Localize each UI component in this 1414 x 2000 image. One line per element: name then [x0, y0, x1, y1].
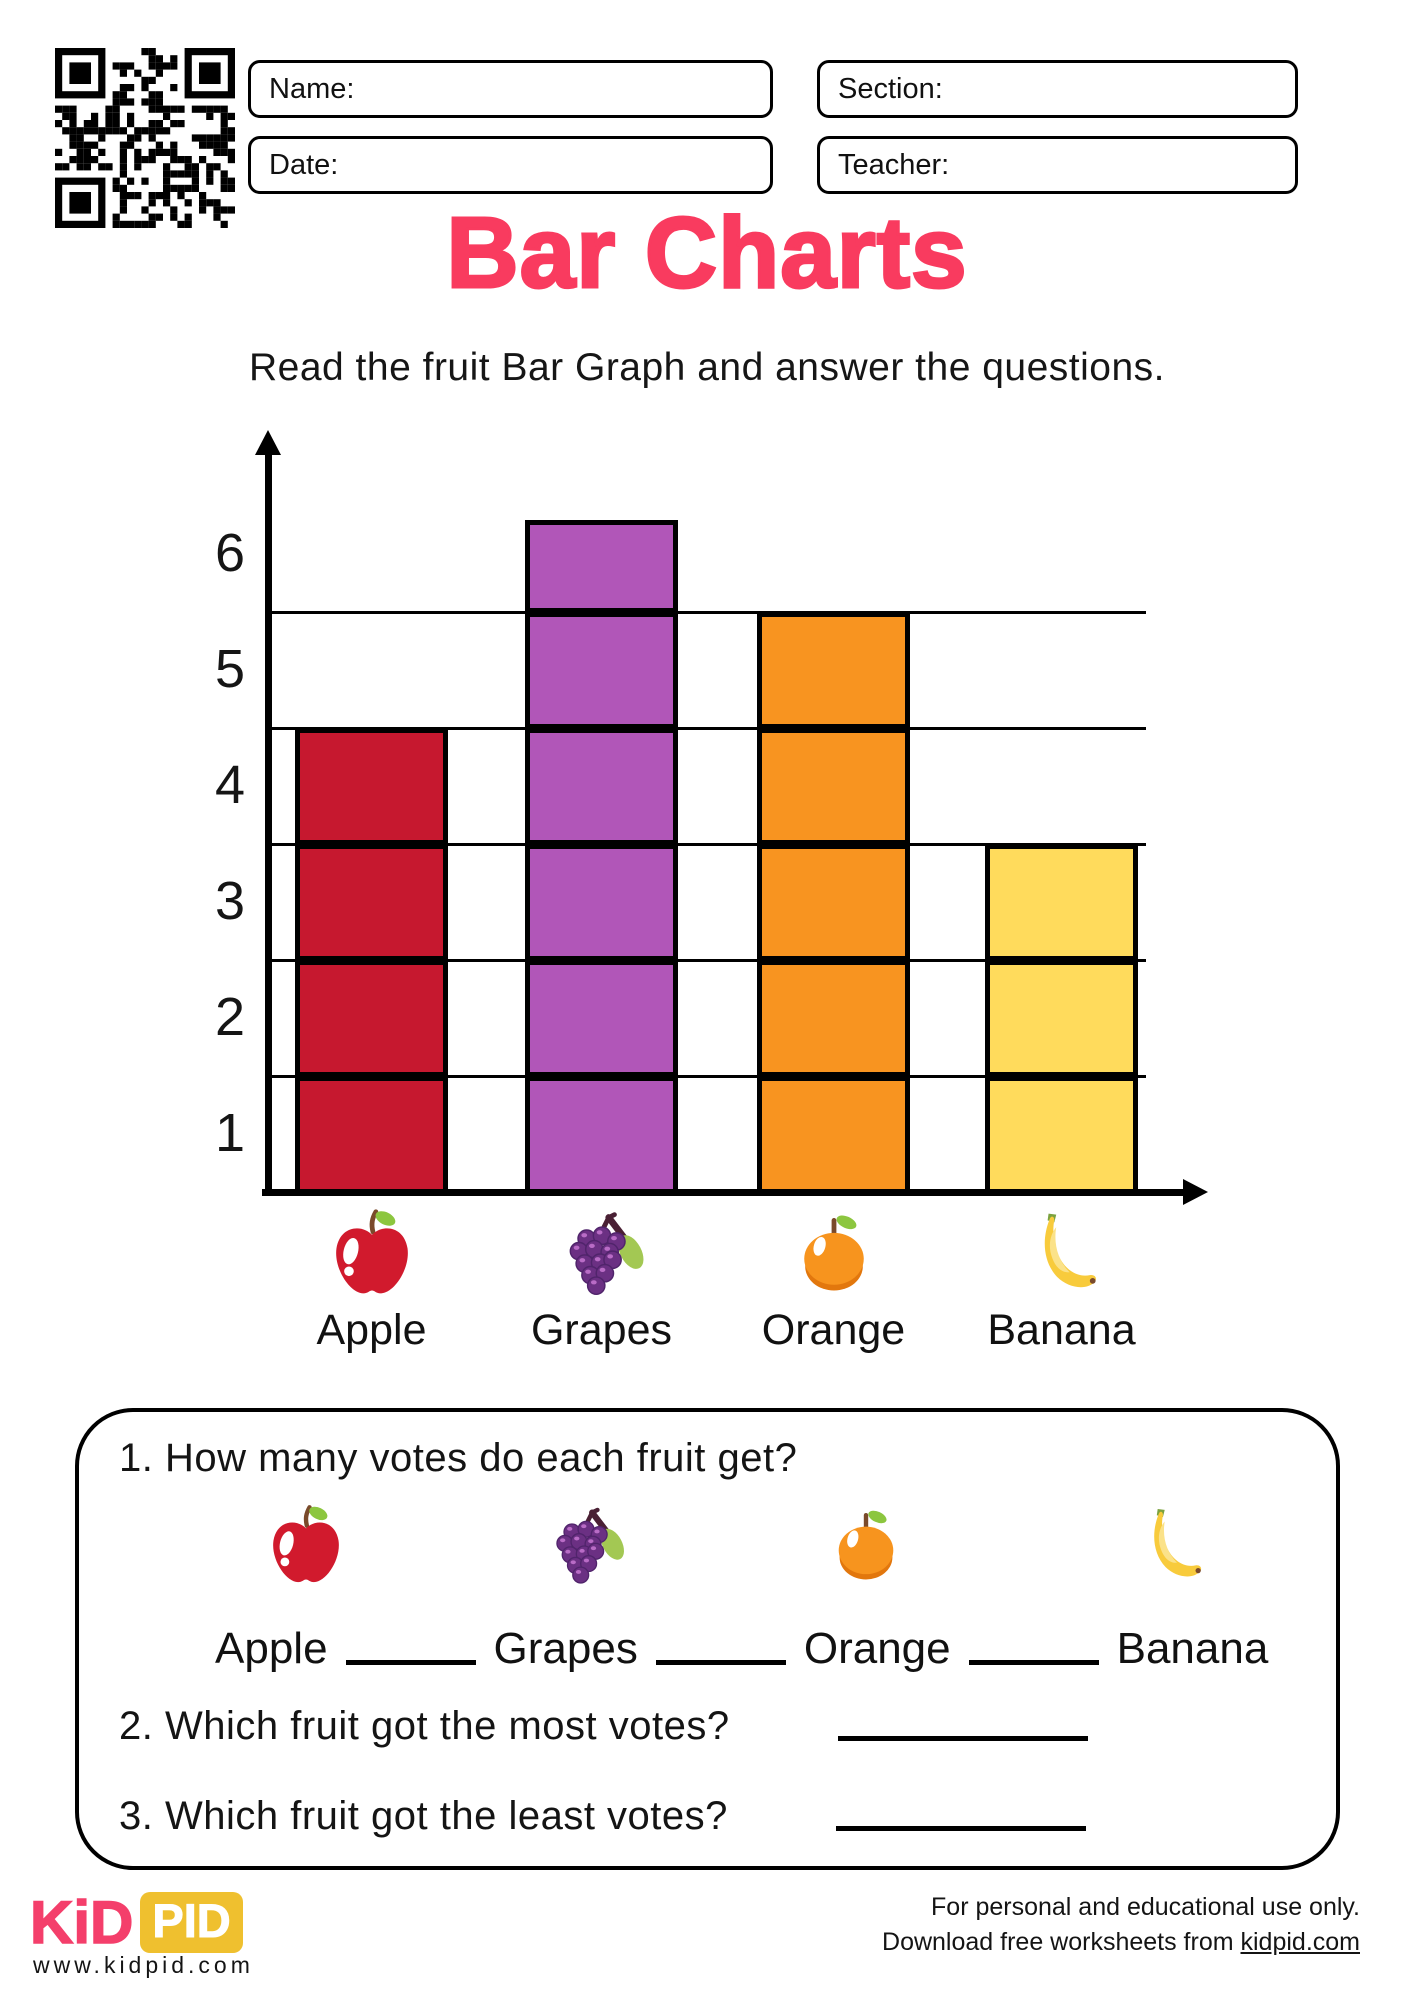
- answer-blank-q2[interactable]: [837, 1736, 1088, 1741]
- category-label-grapes: Grapes: [530, 1306, 672, 1354]
- page-subtitle: Read the fruit Bar Graph and answer the …: [248, 346, 1166, 389]
- banana-icon: [1014, 1206, 1110, 1302]
- logo-site-url: www.kidpid.com: [33, 1952, 254, 1978]
- answer-blank-apple[interactable]: [345, 1660, 476, 1665]
- y-tick-label-3: 3: [214, 871, 245, 931]
- apple-icon: [324, 1206, 420, 1302]
- orange-icon: [786, 1206, 882, 1302]
- apple-icon: [262, 1502, 350, 1590]
- name-label: Name:: [269, 72, 355, 105]
- logo-kid-text: KiD: [29, 1888, 134, 1957]
- y-tick-label-5: 5: [214, 639, 245, 699]
- kidpid-logo: KiD PID: [29, 1888, 243, 1957]
- fill-label-banana: Banana: [1116, 1624, 1269, 1673]
- question-2: 2. Which fruit got the most votes?: [119, 1704, 730, 1748]
- name-field[interactable]: Name:: [248, 60, 773, 118]
- fill-label-apple: Apple: [215, 1624, 328, 1673]
- grapes-icon: [554, 1206, 650, 1302]
- gridline-4: [271, 726, 1146, 730]
- bar-divider: [757, 839, 910, 849]
- section-field[interactable]: Section:: [817, 60, 1298, 118]
- bar-divider: [525, 1071, 678, 1081]
- bar-divider: [985, 1071, 1138, 1081]
- bar-divider: [757, 955, 910, 965]
- footer-note-line2: Download free worksheets from kidpid.com: [882, 1925, 1360, 1960]
- bar-divider: [757, 1071, 910, 1081]
- bar-divider: [295, 955, 448, 965]
- fill-label-orange: Orange: [803, 1624, 951, 1673]
- bar-divider: [525, 839, 678, 849]
- x-axis-arrow-icon: [1183, 1179, 1208, 1205]
- bar-banana: [985, 844, 1138, 1195]
- bar-divider: [757, 723, 910, 733]
- answer-blank-orange[interactable]: [968, 1660, 1099, 1665]
- question-2-row: 2. Which fruit got the most votes?: [119, 1704, 1088, 1749]
- page-title: Bar Charts: [445, 196, 968, 311]
- footer-note-line1: For personal and educational use only.: [931, 1893, 1360, 1921]
- y-tick-label-1: 1: [214, 1103, 245, 1163]
- questions-box: 1. How many votes do each fruit get? App…: [75, 1408, 1340, 1870]
- section-label: Section:: [838, 72, 943, 105]
- gridline-2: [271, 958, 1146, 962]
- answer-blank-q3[interactable]: [835, 1826, 1086, 1831]
- y-tick-label-6: 6: [214, 523, 245, 583]
- question-3: 3. Which fruit got the least votes?: [119, 1794, 728, 1838]
- question-3-row: 3. Which fruit got the least votes?: [119, 1794, 1086, 1839]
- date-label: Date:: [269, 148, 339, 181]
- grapes-icon: [542, 1502, 630, 1590]
- question-1: 1. How many votes do each fruit get?: [119, 1436, 798, 1480]
- y-axis: [265, 452, 272, 1196]
- fill-label-grapes: Grapes: [493, 1624, 638, 1673]
- bar-divider: [525, 607, 678, 617]
- y-tick-label-4: 4: [214, 755, 245, 815]
- bar-divider: [295, 839, 448, 849]
- bar-divider: [525, 723, 678, 733]
- gridline-1: [271, 1074, 1146, 1078]
- footer-note-line2-prefix: Download free worksheets from: [882, 1928, 1241, 1956]
- answer-blank-grapes[interactable]: [655, 1660, 786, 1665]
- category-label-apple: Apple: [316, 1306, 427, 1354]
- fill-in-row: Apple Grapes Orange Banana: [79, 1624, 1336, 1674]
- footer-note: For personal and educational use only. D…: [882, 1890, 1360, 1960]
- bar-orange: [757, 612, 910, 1195]
- bar-divider: [985, 955, 1138, 965]
- date-field[interactable]: Date:: [248, 136, 773, 194]
- y-tick-label-2: 2: [214, 987, 245, 1047]
- teacher-field[interactable]: Teacher:: [817, 136, 1298, 194]
- x-axis: [262, 1189, 1185, 1196]
- teacher-label: Teacher:: [838, 148, 950, 181]
- y-axis-arrow-icon: [255, 430, 281, 455]
- gridline-5: [271, 610, 1146, 614]
- bar-divider: [295, 1071, 448, 1081]
- banana-icon: [1126, 1502, 1214, 1590]
- bar-divider: [525, 955, 678, 965]
- gridline-3: [271, 842, 1146, 846]
- logo-pid-badge: PID: [140, 1892, 243, 1953]
- kidpid-link[interactable]: kidpid.com: [1240, 1928, 1361, 1956]
- category-label-banana: Banana: [987, 1306, 1136, 1354]
- qr-code: [55, 48, 235, 228]
- orange-icon: [822, 1502, 910, 1590]
- bar-grapes: [525, 520, 678, 1195]
- category-label-orange: Orange: [761, 1306, 906, 1354]
